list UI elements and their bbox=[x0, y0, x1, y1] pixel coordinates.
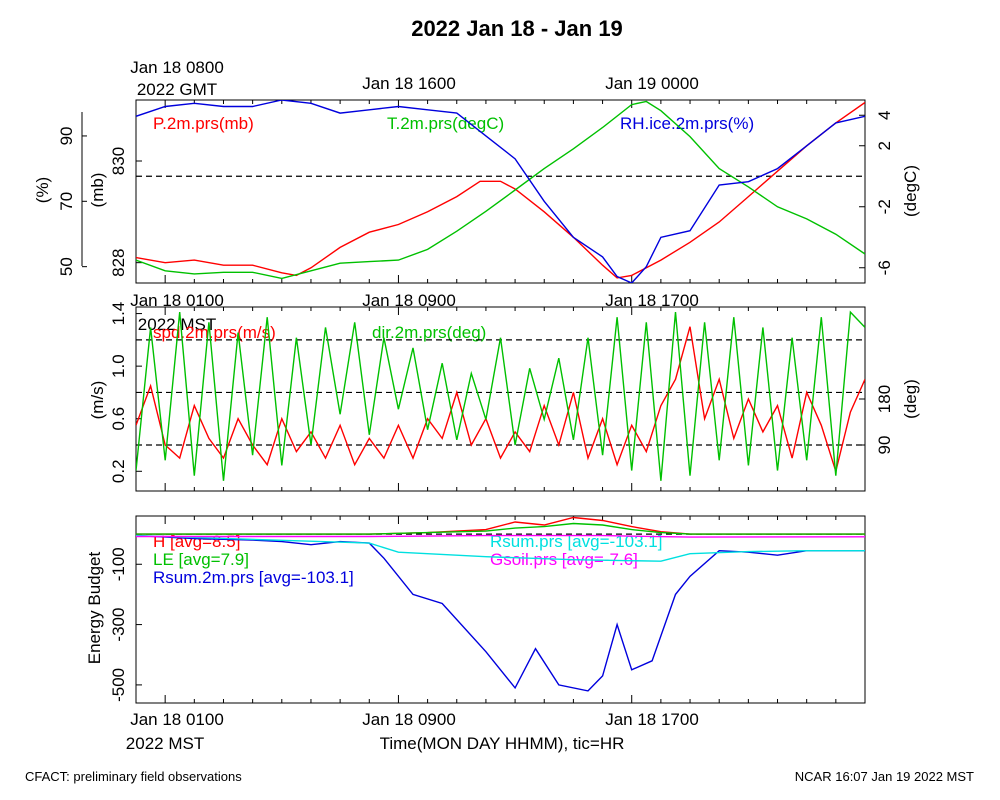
t-tick-label: 2 bbox=[875, 141, 894, 150]
rh-series-label: RH.ice.2m.prs(%) bbox=[620, 114, 754, 133]
mst-year-label: 2022 MST bbox=[138, 315, 216, 334]
rsum-2m-series-label: Rsum.2m.prs [avg=-103.1] bbox=[153, 568, 354, 587]
mst-tick-label: Jan 18 0900 bbox=[362, 710, 456, 729]
state-panel: Jan 18 0800 2022 GMT Jan 18 1600 Jan 19 … bbox=[33, 58, 920, 284]
spd-tick-label: 0.6 bbox=[109, 407, 128, 431]
gmt-year-label: 2022 GMT bbox=[137, 80, 217, 99]
energy-axis-label: Energy Budget bbox=[85, 551, 104, 664]
e-tick-label: -500 bbox=[109, 668, 128, 702]
mst-tick-label: Jan 18 1700 bbox=[605, 291, 699, 310]
series-line-rh-ice-2m-prs bbox=[136, 100, 865, 283]
chart-marks: 50 70 90 828 830 -6 -2 2 4 0.2 0.6 1.0 1.4 90 180 -100 -… bbox=[57, 100, 894, 703]
gmt-tick-label: Jan 18 0800 bbox=[130, 58, 224, 77]
spd-tick-label: 1.0 bbox=[109, 354, 128, 378]
dir-tick-label: 180 bbox=[875, 385, 894, 413]
state-plot-frame bbox=[135, 99, 866, 284]
temperature-axis-label: (degC) bbox=[901, 165, 920, 217]
footer-left: CFACT: preliminary field observations bbox=[25, 769, 242, 784]
mst-tick-label: Jan 18 1700 bbox=[605, 710, 699, 729]
series-line-gsoil-prs-avg-7-6 bbox=[136, 534, 865, 538]
rh-axis-label: (%) bbox=[33, 177, 52, 203]
time-axis-label: Time(MON DAY HHMM), tic=HR bbox=[380, 734, 625, 753]
series-line-t-2m-prs-degc bbox=[136, 100, 865, 280]
speed-series-label: spd.2m.prs(m/s) bbox=[153, 323, 276, 342]
gmt-tick-label: Jan 18 1600 bbox=[362, 74, 456, 93]
le-series-label: LE [avg=7.9] bbox=[153, 550, 249, 569]
series-line-le-avg-7-9 bbox=[136, 522, 865, 535]
spd-tick-label: 1.4 bbox=[109, 302, 128, 326]
direction-axis-label: (deg) bbox=[901, 379, 920, 419]
dir-tick-label: 90 bbox=[875, 436, 894, 455]
wind-panel: Jan 18 0100 2022 MST Jan 18 0900 Jan 18 … bbox=[88, 291, 920, 492]
h-series-label: H [avg=8.5] bbox=[153, 532, 240, 551]
pressure-series-label: P.2m.prs(mb) bbox=[153, 114, 254, 133]
mst-tick-label: Jan 18 0100 bbox=[130, 710, 224, 729]
mst-tick-label: Jan 18 0100 bbox=[130, 291, 224, 310]
t-tick-label: 4 bbox=[875, 111, 894, 120]
rh-tick-label: 90 bbox=[57, 126, 76, 145]
temperature-series-label: T.2m.prs(degC) bbox=[387, 114, 504, 133]
rsum-series-label: Rsum.prs [avg=-103.1] bbox=[490, 532, 662, 551]
energy-plot-frame bbox=[135, 515, 866, 704]
mst-tick-label: Jan 18 0900 bbox=[362, 291, 456, 310]
t-tick-label: -2 bbox=[875, 199, 894, 214]
pressure-axis-label: (mb) bbox=[88, 173, 107, 208]
series-line-rsum-prs-avg-103-1 bbox=[136, 534, 865, 562]
direction-series-label: dir.2m.prs(deg) bbox=[372, 323, 486, 342]
spd-tick-label: 0.2 bbox=[109, 459, 128, 483]
p-tick-label: 828 bbox=[109, 248, 128, 276]
p-tick-label: 830 bbox=[109, 147, 128, 175]
figure-title: 2022 Jan 18 - Jan 19 bbox=[411, 16, 623, 41]
gmt-tick-label: Jan 19 0000 bbox=[605, 74, 699, 93]
rh-tick-label: 50 bbox=[57, 257, 76, 276]
t-tick-label: -6 bbox=[875, 260, 894, 275]
series-line-dir-2m-prs-deg bbox=[136, 310, 865, 481]
e-tick-label: -100 bbox=[109, 547, 128, 581]
series-line-p-2m-prs-mb bbox=[136, 101, 865, 279]
footer-right: NCAR 16:07 Jan 19 2022 MST bbox=[795, 769, 974, 784]
rh-tick-label: 70 bbox=[57, 192, 76, 211]
mst-year-label: 2022 MST bbox=[126, 734, 204, 753]
speed-axis-label: (m/s) bbox=[88, 381, 107, 420]
e-tick-label: -300 bbox=[109, 608, 128, 642]
